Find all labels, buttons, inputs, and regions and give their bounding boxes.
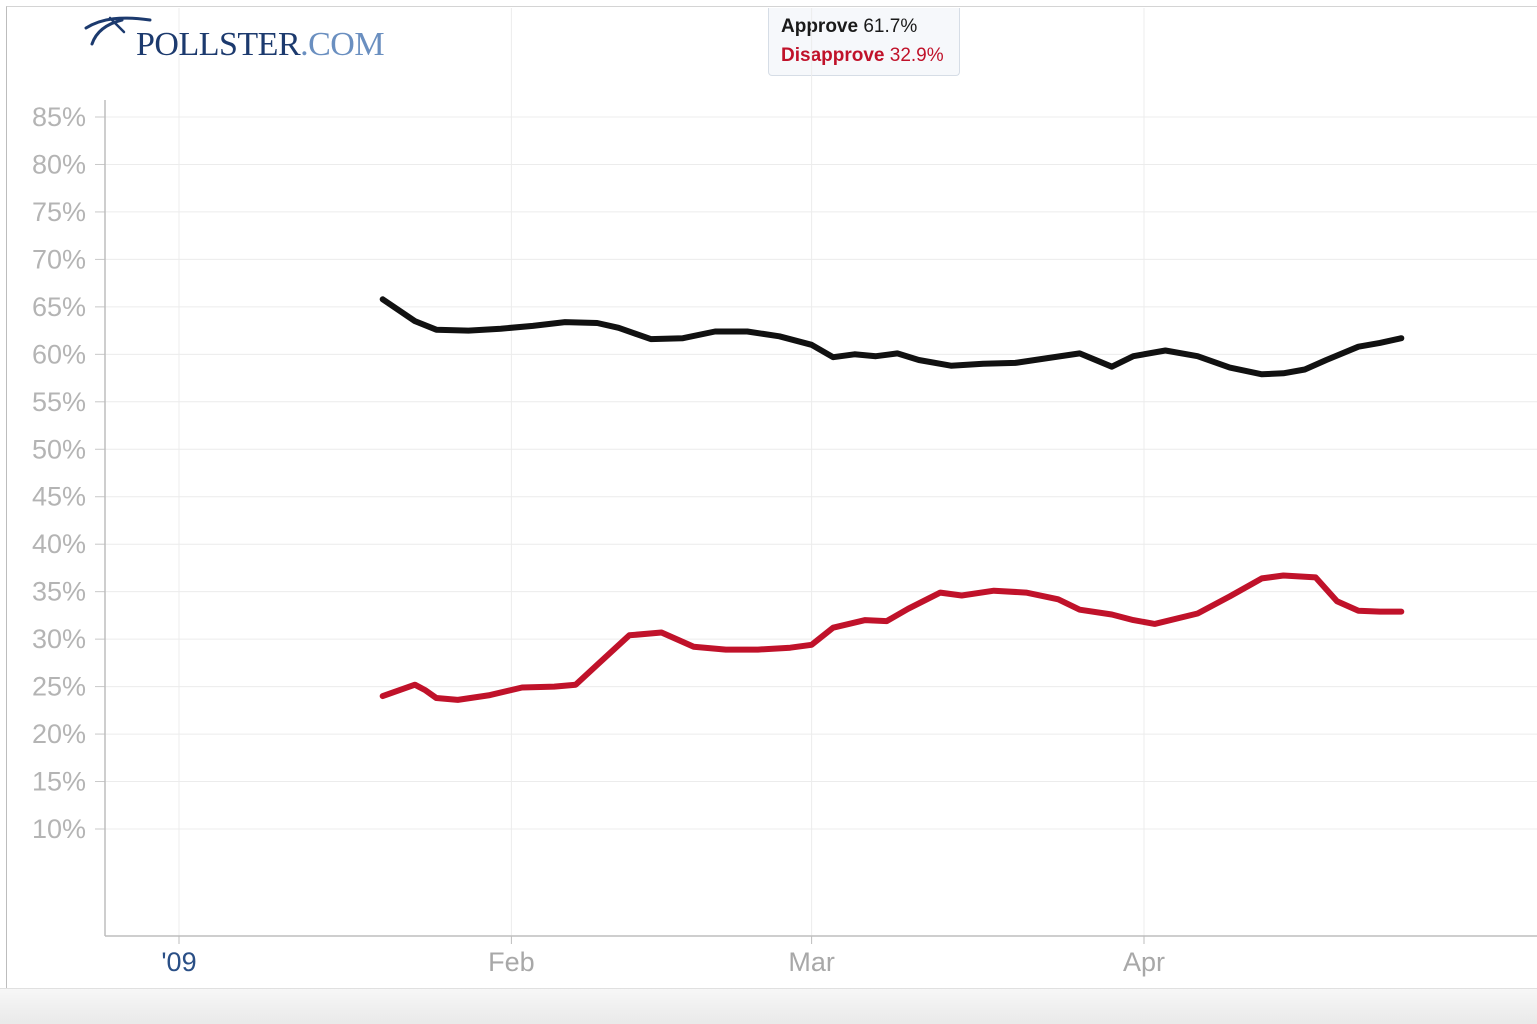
tooltip-disapprove: Disapprove 32.9%: [781, 45, 944, 67]
y-tick-label-15: 15%: [32, 767, 86, 797]
y-tick-label-40: 40%: [32, 529, 86, 559]
series-line-approve[interactable]: [379, 296, 1405, 378]
tooltip-disapprove-label: Disapprove: [781, 45, 885, 66]
logo-swoosh-icon: [84, 16, 152, 46]
y-tick-label-65: 65%: [32, 292, 86, 322]
x-tick-label-0: '09: [161, 947, 196, 977]
chart-footer-bar: [0, 988, 1537, 1024]
y-tick-label-75: 75%: [32, 197, 86, 227]
chart-border: [6, 6, 1537, 1018]
y-tick-label-70: 70%: [32, 244, 86, 274]
y-tick-label-60: 60%: [32, 339, 86, 369]
logo-name: POLLSTER: [136, 26, 301, 63]
y-tick-label-55: 55%: [32, 387, 86, 417]
y-tick-label-80: 80%: [32, 149, 86, 179]
pollster-logo[interactable]: POLLSTER.COM: [82, 14, 402, 66]
tooltip-approve-value: 61.7%: [863, 16, 918, 37]
y-tick-label-35: 35%: [32, 577, 86, 607]
y-tick-label-20: 20%: [32, 719, 86, 749]
tooltip-approve-label: Approve: [781, 16, 859, 37]
y-tick-label-30: 30%: [32, 624, 86, 654]
logo-text: POLLSTER.COM: [136, 26, 385, 64]
y-tick-label-25: 25%: [32, 672, 86, 702]
series-line-disapprove[interactable]: [379, 572, 1405, 703]
x-tick-label-1: Feb: [488, 947, 535, 977]
tooltip-disapprove-value: 32.9%: [889, 45, 944, 66]
y-tick-label-50: 50%: [32, 434, 86, 464]
y-tick-label-85: 85%: [32, 102, 86, 132]
x-tick-label-2: Mar: [788, 947, 835, 977]
tooltip-approve: Approve 61.7%: [781, 16, 917, 38]
hover-tooltip: Approve 61.7% Disapprove 32.9%: [768, 8, 960, 76]
x-tick-label-3: Apr: [1123, 947, 1165, 977]
y-tick-label-10: 10%: [32, 814, 86, 844]
y-tick-label-45: 45%: [32, 482, 86, 512]
logo-suffix: .COM: [300, 26, 385, 63]
